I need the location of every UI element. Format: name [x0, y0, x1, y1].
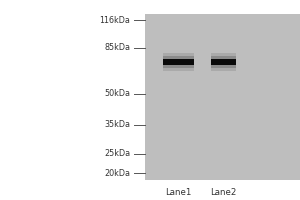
Text: 25kDa: 25kDa — [104, 149, 130, 158]
Bar — [163, 59, 194, 65]
Text: Lane1: Lane1 — [165, 188, 192, 197]
Bar — [163, 56, 194, 68]
Bar — [145, 14, 300, 180]
Text: 20kDa: 20kDa — [104, 169, 130, 178]
Bar — [211, 59, 236, 65]
Bar — [211, 56, 236, 68]
Text: 116kDa: 116kDa — [100, 16, 130, 25]
Text: 85kDa: 85kDa — [104, 43, 130, 52]
Bar — [163, 53, 194, 71]
Text: 35kDa: 35kDa — [104, 120, 130, 129]
Bar — [211, 53, 236, 71]
Text: 50kDa: 50kDa — [104, 89, 130, 98]
Text: Lane2: Lane2 — [210, 188, 237, 197]
